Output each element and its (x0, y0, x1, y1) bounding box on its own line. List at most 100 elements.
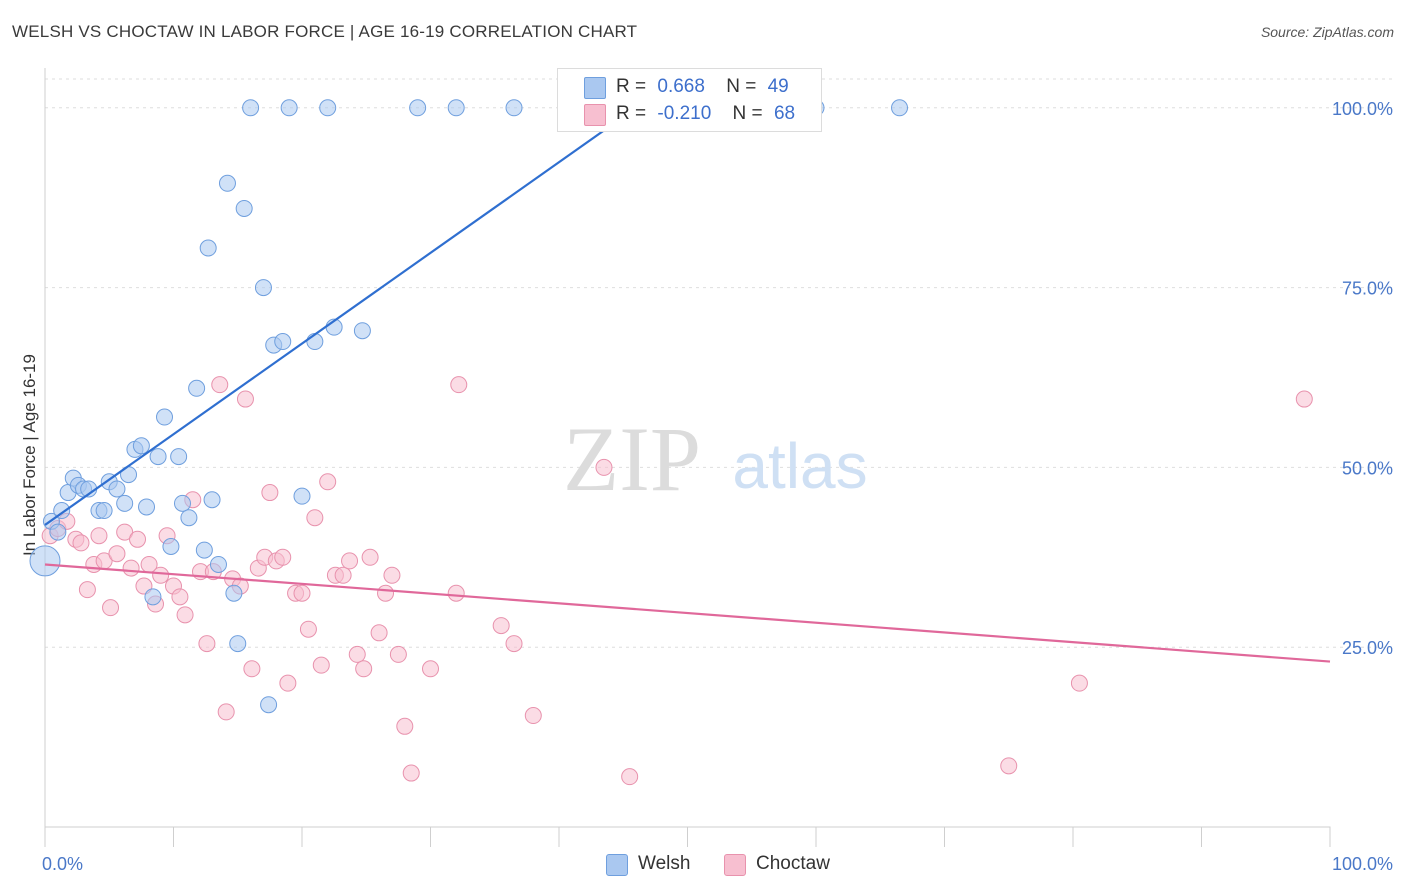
legend-r-value: -0.210 (657, 103, 712, 124)
choctaw-swatch (584, 104, 606, 126)
choctaw-point (312, 656, 330, 674)
welsh-point (95, 502, 113, 520)
watermark-atlas: atlas (732, 430, 867, 502)
y-tick-label: 25.0% (1342, 638, 1393, 658)
welsh-point (353, 322, 371, 340)
choctaw-point (299, 620, 317, 638)
choctaw-point (621, 768, 639, 786)
choctaw-point (377, 584, 395, 602)
choctaw-point (243, 660, 261, 678)
x-tick-labels: 0.0% 100.0% (42, 854, 1393, 874)
welsh-point (170, 448, 188, 466)
choctaw-point (402, 764, 420, 782)
welsh-point (29, 545, 61, 577)
welsh-point (218, 174, 236, 192)
choctaw-point (396, 717, 414, 735)
choctaw-point (1000, 757, 1018, 775)
choctaw-point (370, 624, 388, 642)
welsh-point (203, 491, 221, 509)
choctaw-point (261, 484, 279, 502)
legend-n-label: N = (726, 76, 757, 97)
choctaw-point (152, 566, 170, 584)
choctaw-point (293, 584, 311, 602)
legend-r-label: R = (616, 76, 647, 97)
y-tick-label: 75.0% (1342, 279, 1393, 299)
choctaw-point (595, 458, 613, 476)
welsh-point (180, 509, 198, 527)
welsh-point (274, 333, 292, 351)
welsh-point (199, 239, 217, 257)
choctaw-point (274, 548, 292, 566)
choctaw-point (102, 599, 120, 617)
choctaw-point (383, 566, 401, 584)
choctaw-point (334, 566, 352, 584)
chart-title: WELSH VS CHOCTAW IN LABOR FORCE | AGE 16… (12, 22, 638, 41)
correlation-legend: R = 0.668 N = 49 R = -0.210 N = 68 (557, 68, 822, 132)
welsh-swatch (584, 77, 606, 99)
welsh-point (242, 99, 260, 117)
y-tick-label: 50.0% (1342, 458, 1393, 478)
watermark-zip: ZIP (563, 408, 701, 510)
choctaw-point (306, 509, 324, 527)
welsh-point (144, 588, 162, 606)
choctaw-point (90, 527, 108, 545)
x-tick-label: 0.0% (42, 854, 83, 874)
choctaw-point (348, 645, 366, 663)
welsh-point (149, 448, 167, 466)
choctaw-point (108, 545, 126, 563)
choctaw-point (361, 548, 379, 566)
choctaw-point (422, 660, 439, 678)
y-tick-labels: 25.0% 50.0% 75.0% 100.0% (1332, 99, 1393, 658)
choctaw-point (236, 390, 254, 408)
welsh-point (254, 279, 272, 297)
choctaw-point (122, 559, 140, 577)
legend-n-value: 68 (773, 103, 796, 124)
welsh-point (280, 99, 298, 117)
grid-lines (45, 78, 1393, 648)
choctaw-point (341, 552, 359, 570)
welsh-point (49, 523, 67, 541)
welsh-point (235, 199, 253, 217)
welsh-point (195, 541, 213, 559)
welsh-legend-swatch (606, 854, 628, 876)
legend-r-label: R = (616, 103, 647, 124)
legend-n-value: 49 (767, 76, 789, 97)
welsh-point (409, 99, 427, 117)
choctaw-point (211, 376, 229, 394)
welsh-point (229, 635, 247, 653)
welsh-point (293, 487, 311, 505)
choctaw-point (492, 617, 510, 635)
welsh-point (116, 494, 134, 512)
choctaw-point (171, 588, 189, 606)
choctaw-point (116, 523, 134, 541)
choctaw-legend-swatch (724, 854, 746, 876)
choctaw-point (450, 376, 468, 394)
choctaw-point (1070, 674, 1088, 692)
choctaw-point (389, 645, 407, 663)
y-tick-label: 100.0% (1332, 99, 1393, 119)
welsh-point (162, 538, 180, 555)
welsh-point (505, 99, 523, 117)
axes (44, 68, 1331, 847)
choctaw-point (1295, 390, 1313, 408)
choctaw-point (176, 606, 194, 624)
welsh-legend-label: Welsh (638, 853, 691, 874)
choctaw-point (505, 635, 523, 653)
welsh-point (188, 379, 206, 397)
choctaw-trend-line (44, 563, 1331, 663)
legend-r-value: 0.668 (657, 76, 705, 97)
legend-n-label: N = (732, 103, 763, 124)
welsh-trend-line (44, 106, 637, 526)
welsh-point (108, 480, 126, 498)
welsh-point (138, 498, 156, 516)
watermark: ZIP atlas (563, 408, 868, 510)
choctaw-point (129, 530, 147, 548)
x-tick-label: 100.0% (1332, 854, 1393, 874)
welsh-point (447, 99, 465, 117)
choctaw-point (319, 473, 337, 491)
welsh-point (156, 408, 174, 426)
choctaw-legend-label: Choctaw (756, 853, 830, 874)
choctaw-point (355, 660, 373, 678)
choctaw-point (72, 534, 90, 552)
choctaw-point (447, 584, 465, 602)
